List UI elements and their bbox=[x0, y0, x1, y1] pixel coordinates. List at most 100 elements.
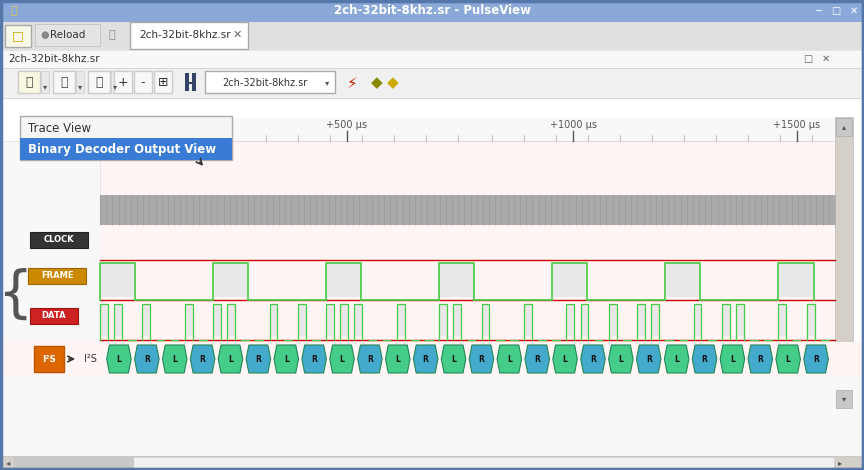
Bar bbox=[0, 50, 864, 68]
Bar bbox=[846, 1, 863, 21]
Text: □: □ bbox=[831, 6, 841, 16]
Bar bbox=[18, 71, 40, 93]
Text: L: L bbox=[562, 354, 568, 363]
Bar bbox=[227, 304, 235, 336]
Polygon shape bbox=[748, 345, 772, 373]
Polygon shape bbox=[135, 345, 159, 373]
Text: 2ch-32bit-8khz.sr: 2ch-32bit-8khz.sr bbox=[139, 30, 231, 40]
Bar bbox=[828, 1, 845, 21]
Bar bbox=[100, 225, 835, 260]
Text: R: R bbox=[702, 354, 708, 363]
Text: 2ch-32bit-8khz.sr: 2ch-32bit-8khz.sr bbox=[222, 78, 308, 88]
Polygon shape bbox=[637, 345, 661, 373]
Bar bbox=[326, 263, 361, 297]
Text: 2ch-32bit-8khz.sr: 2ch-32bit-8khz.sr bbox=[8, 54, 99, 64]
Text: L: L bbox=[117, 354, 121, 363]
Text: R: R bbox=[479, 354, 485, 363]
Bar bbox=[298, 304, 306, 336]
Bar bbox=[807, 304, 815, 336]
Text: L: L bbox=[619, 354, 623, 363]
Polygon shape bbox=[776, 345, 800, 373]
Bar bbox=[736, 304, 744, 336]
Text: ▸: ▸ bbox=[838, 459, 842, 468]
Bar bbox=[41, 71, 49, 93]
Text: R: R bbox=[367, 354, 373, 363]
Bar bbox=[778, 304, 786, 336]
Text: DATA: DATA bbox=[41, 312, 67, 321]
Bar bbox=[0, 376, 864, 456]
Text: R: R bbox=[422, 354, 429, 363]
Text: L: L bbox=[172, 354, 177, 363]
Text: 📄: 📄 bbox=[25, 77, 33, 89]
Bar bbox=[154, 71, 172, 93]
Bar bbox=[836, 118, 852, 136]
Bar bbox=[35, 24, 100, 46]
Text: I²S: I²S bbox=[42, 354, 56, 363]
Text: +1000 µs: +1000 µs bbox=[550, 120, 596, 130]
Text: Trace View: Trace View bbox=[28, 122, 91, 134]
Bar bbox=[651, 304, 659, 336]
Bar bbox=[637, 304, 645, 336]
Polygon shape bbox=[302, 345, 327, 373]
Text: +: + bbox=[118, 77, 129, 89]
Polygon shape bbox=[219, 345, 243, 373]
Text: +500 µs: +500 µs bbox=[327, 120, 367, 130]
Bar bbox=[34, 346, 64, 372]
Text: I²S: I²S bbox=[84, 354, 97, 364]
Bar bbox=[524, 304, 532, 336]
Polygon shape bbox=[190, 345, 215, 373]
Bar bbox=[53, 71, 75, 93]
Bar bbox=[5, 25, 31, 47]
Text: ⊞: ⊞ bbox=[158, 77, 168, 89]
Text: L: L bbox=[340, 354, 345, 363]
Text: R: R bbox=[311, 354, 317, 363]
Bar bbox=[14, 457, 134, 469]
Bar bbox=[567, 304, 575, 336]
Bar bbox=[114, 71, 132, 93]
Bar bbox=[0, 22, 864, 50]
Bar bbox=[76, 71, 84, 93]
Bar bbox=[552, 263, 588, 297]
Text: ⚡: ⚡ bbox=[346, 76, 358, 91]
Text: Binary Decoder Output View: Binary Decoder Output View bbox=[28, 142, 216, 156]
Polygon shape bbox=[608, 345, 633, 373]
Text: ▾: ▾ bbox=[113, 83, 118, 92]
Polygon shape bbox=[581, 345, 606, 373]
Text: □: □ bbox=[12, 30, 24, 42]
Text: R: R bbox=[200, 354, 206, 363]
Bar bbox=[185, 304, 193, 336]
Text: {: { bbox=[0, 268, 33, 322]
Bar bbox=[100, 195, 835, 225]
Bar bbox=[835, 117, 853, 437]
Text: Reload: Reload bbox=[50, 30, 86, 40]
Bar bbox=[354, 304, 362, 336]
Polygon shape bbox=[553, 345, 577, 373]
Bar bbox=[397, 304, 404, 336]
Text: R: R bbox=[590, 354, 596, 363]
Bar bbox=[100, 300, 835, 340]
Bar bbox=[100, 260, 835, 300]
Bar bbox=[270, 304, 277, 336]
Text: 🔌: 🔌 bbox=[10, 6, 17, 16]
Text: ▾: ▾ bbox=[325, 78, 329, 87]
Text: ◆: ◆ bbox=[387, 76, 399, 91]
Text: L: L bbox=[730, 354, 735, 363]
Bar bbox=[20, 138, 232, 160]
Bar bbox=[205, 71, 335, 93]
Bar bbox=[28, 268, 86, 284]
Bar bbox=[111, 71, 119, 93]
Bar bbox=[30, 308, 78, 324]
Text: ▴: ▴ bbox=[842, 123, 846, 132]
Text: ◂: ◂ bbox=[6, 459, 10, 468]
Bar bbox=[20, 116, 232, 160]
Text: ◆: ◆ bbox=[372, 76, 383, 91]
Bar bbox=[130, 22, 248, 49]
Text: CLOCK: CLOCK bbox=[44, 235, 74, 244]
Polygon shape bbox=[720, 345, 745, 373]
Text: L: L bbox=[785, 354, 791, 363]
Text: L: L bbox=[283, 354, 289, 363]
Bar bbox=[185, 73, 189, 91]
Text: ▾: ▾ bbox=[78, 83, 82, 92]
Text: R: R bbox=[144, 354, 149, 363]
Bar bbox=[0, 342, 864, 376]
